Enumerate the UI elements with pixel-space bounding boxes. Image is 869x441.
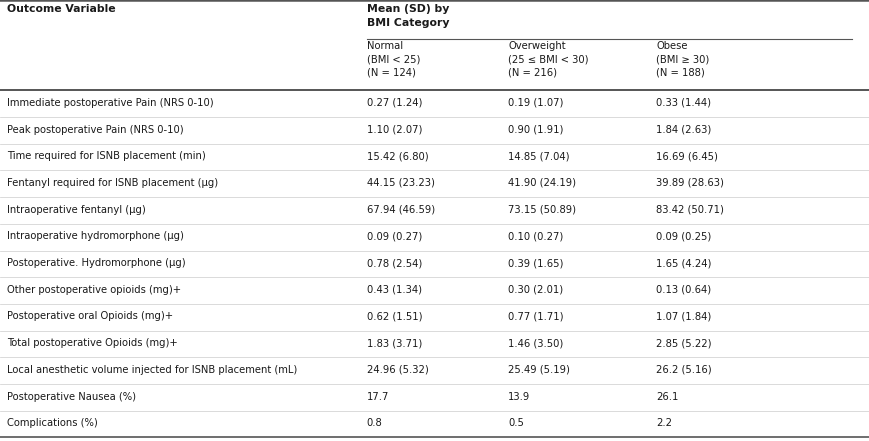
Text: 15.42 (6.80): 15.42 (6.80) — [367, 151, 428, 161]
Text: 0.13 (0.64): 0.13 (0.64) — [656, 285, 711, 295]
Text: 17.7: 17.7 — [367, 392, 389, 402]
Text: 1.83 (3.71): 1.83 (3.71) — [367, 338, 422, 348]
Text: Overweight
(25 ≤ BMI < 30)
(N = 216): Overweight (25 ≤ BMI < 30) (N = 216) — [508, 41, 589, 77]
Text: 16.69 (6.45): 16.69 (6.45) — [656, 151, 718, 161]
Text: Postoperative. Hydromorphone (μg): Postoperative. Hydromorphone (μg) — [7, 258, 186, 268]
Text: 0.8: 0.8 — [367, 418, 382, 428]
Text: 0.10 (0.27): 0.10 (0.27) — [508, 232, 564, 241]
Text: Peak postoperative Pain (NRS 0-10): Peak postoperative Pain (NRS 0-10) — [7, 124, 183, 135]
Text: 0.5: 0.5 — [508, 418, 524, 428]
Text: 0.77 (1.71): 0.77 (1.71) — [508, 311, 564, 321]
Text: 1.10 (2.07): 1.10 (2.07) — [367, 124, 422, 135]
Text: 0.78 (2.54): 0.78 (2.54) — [367, 258, 422, 268]
Text: 0.33 (1.44): 0.33 (1.44) — [656, 98, 711, 108]
Text: 26.1: 26.1 — [656, 392, 679, 402]
Text: 1.65 (4.24): 1.65 (4.24) — [656, 258, 712, 268]
Text: 26.2 (5.16): 26.2 (5.16) — [656, 365, 712, 375]
Text: Obese
(BMI ≥ 30)
(N = 188): Obese (BMI ≥ 30) (N = 188) — [656, 41, 709, 77]
Text: 41.90 (24.19): 41.90 (24.19) — [508, 178, 576, 188]
Text: Normal
(BMI < 25)
(N = 124): Normal (BMI < 25) (N = 124) — [367, 41, 420, 77]
Text: Immediate postoperative Pain (NRS 0-10): Immediate postoperative Pain (NRS 0-10) — [7, 98, 214, 108]
Text: 83.42 (50.71): 83.42 (50.71) — [656, 205, 724, 215]
Text: 44.15 (23.23): 44.15 (23.23) — [367, 178, 434, 188]
Text: 14.85 (7.04): 14.85 (7.04) — [508, 151, 570, 161]
Text: 0.19 (1.07): 0.19 (1.07) — [508, 98, 564, 108]
Text: 2.2: 2.2 — [656, 418, 672, 428]
Text: 0.90 (1.91): 0.90 (1.91) — [508, 124, 564, 135]
Text: 73.15 (50.89): 73.15 (50.89) — [508, 205, 576, 215]
Text: 1.46 (3.50): 1.46 (3.50) — [508, 338, 564, 348]
Text: Outcome Variable: Outcome Variable — [7, 4, 116, 15]
Text: Time required for ISNB placement (min): Time required for ISNB placement (min) — [7, 151, 206, 161]
Text: 0.30 (2.01): 0.30 (2.01) — [508, 285, 563, 295]
Text: 2.85 (5.22): 2.85 (5.22) — [656, 338, 712, 348]
Text: 1.84 (2.63): 1.84 (2.63) — [656, 124, 712, 135]
Text: Mean (SD) by
BMI Category: Mean (SD) by BMI Category — [367, 4, 449, 28]
Text: 0.43 (1.34): 0.43 (1.34) — [367, 285, 421, 295]
Text: Intraoperative hydromorphone (μg): Intraoperative hydromorphone (μg) — [7, 232, 184, 241]
Text: Postoperative oral Opioids (mg)+: Postoperative oral Opioids (mg)+ — [7, 311, 173, 321]
Text: Total postoperative Opioids (mg)+: Total postoperative Opioids (mg)+ — [7, 338, 177, 348]
Text: 25.49 (5.19): 25.49 (5.19) — [508, 365, 570, 375]
Text: 0.39 (1.65): 0.39 (1.65) — [508, 258, 564, 268]
Text: Local anesthetic volume injected for ISNB placement (mL): Local anesthetic volume injected for ISN… — [7, 365, 297, 375]
Text: Postoperative Nausea (%): Postoperative Nausea (%) — [7, 392, 136, 402]
Text: 24.96 (5.32): 24.96 (5.32) — [367, 365, 428, 375]
Text: 39.89 (28.63): 39.89 (28.63) — [656, 178, 724, 188]
Text: 0.27 (1.24): 0.27 (1.24) — [367, 98, 422, 108]
Text: Other postoperative opioids (mg)+: Other postoperative opioids (mg)+ — [7, 285, 181, 295]
Text: 0.09 (0.27): 0.09 (0.27) — [367, 232, 422, 241]
Text: 13.9: 13.9 — [508, 392, 531, 402]
Text: 67.94 (46.59): 67.94 (46.59) — [367, 205, 434, 215]
Text: 0.09 (0.25): 0.09 (0.25) — [656, 232, 712, 241]
Text: 1.07 (1.84): 1.07 (1.84) — [656, 311, 712, 321]
Text: Fentanyl required for ISNB placement (μg): Fentanyl required for ISNB placement (μg… — [7, 178, 218, 188]
Text: Intraoperative fentanyl (μg): Intraoperative fentanyl (μg) — [7, 205, 146, 215]
Text: Complications (%): Complications (%) — [7, 418, 97, 428]
Text: 0.62 (1.51): 0.62 (1.51) — [367, 311, 422, 321]
